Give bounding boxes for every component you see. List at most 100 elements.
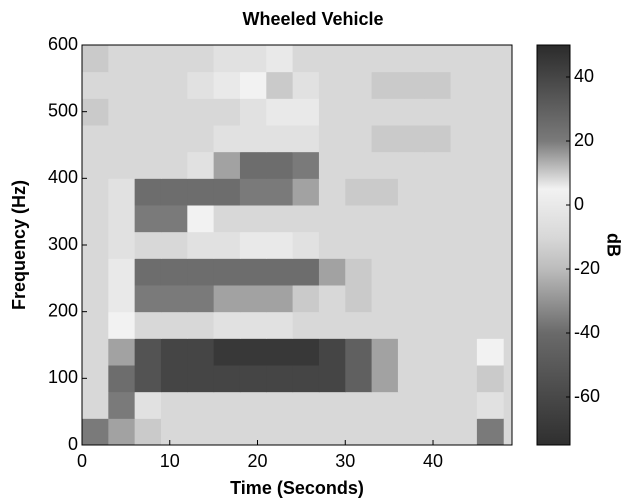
heatmap-cell bbox=[160, 258, 188, 286]
heatmap-cell bbox=[424, 418, 452, 446]
y-tick-label: 400 bbox=[48, 167, 78, 187]
heatmap-cell bbox=[134, 45, 162, 73]
heatmap-cell bbox=[239, 71, 267, 99]
heatmap-cell bbox=[450, 45, 478, 73]
heatmap-cell bbox=[397, 125, 425, 153]
heatmap-cell bbox=[397, 151, 425, 179]
heatmap-cell bbox=[213, 391, 241, 419]
heatmap-cell bbox=[318, 151, 346, 179]
heatmap-cell bbox=[266, 311, 294, 339]
y-tick-label: 300 bbox=[48, 234, 78, 254]
heatmap-cell bbox=[318, 285, 346, 313]
heatmap-cell bbox=[187, 311, 215, 339]
heatmap-cell bbox=[397, 231, 425, 259]
x-axis-label: Time (Seconds) bbox=[230, 478, 364, 498]
heatmap-cell bbox=[371, 338, 399, 366]
heatmap-cell bbox=[108, 365, 136, 393]
heatmap-cell bbox=[108, 231, 136, 259]
heatmap-cell bbox=[108, 45, 136, 73]
heatmap-cell bbox=[160, 418, 188, 446]
heatmap-cell bbox=[371, 285, 399, 313]
heatmap-cell bbox=[213, 285, 241, 313]
heatmap-cell bbox=[82, 338, 109, 366]
y-axis-label: Frequency (Hz) bbox=[9, 180, 29, 310]
y-tick-label: 0 bbox=[68, 434, 78, 454]
heatmap-cell bbox=[266, 125, 294, 153]
y-tick-label: 600 bbox=[48, 34, 78, 54]
heatmap-cell bbox=[424, 231, 452, 259]
heatmap-cell bbox=[424, 45, 452, 73]
heatmap-cell bbox=[213, 205, 241, 233]
heatmap-cell bbox=[213, 71, 241, 99]
heatmap-cell bbox=[476, 231, 504, 259]
heatmap-cell bbox=[213, 418, 241, 446]
heatmap-cell bbox=[292, 45, 320, 73]
heatmap-cell bbox=[476, 71, 504, 99]
heatmap-cell bbox=[450, 365, 478, 393]
heatmap-cell bbox=[108, 98, 136, 126]
heatmap-cell bbox=[424, 365, 452, 393]
heatmap-cell bbox=[345, 45, 373, 73]
heatmap-cell bbox=[134, 205, 162, 233]
heatmap-cell bbox=[292, 285, 320, 313]
heatmap-cell bbox=[424, 125, 452, 153]
heatmap-cell bbox=[397, 285, 425, 313]
heatmap-cell bbox=[371, 178, 399, 206]
heatmap-cell bbox=[160, 205, 188, 233]
heatmap-cell bbox=[213, 151, 241, 179]
heatmap-cell bbox=[134, 338, 162, 366]
heatmap-cell bbox=[345, 71, 373, 99]
y-tick-label: 100 bbox=[48, 367, 78, 387]
heatmap-cell bbox=[292, 338, 320, 366]
heatmap-cell bbox=[424, 338, 452, 366]
heatmap-cell bbox=[371, 258, 399, 286]
heatmap-cell bbox=[82, 258, 109, 286]
heatmap-cell bbox=[318, 205, 346, 233]
heatmap-cell bbox=[397, 365, 425, 393]
heatmap-cell bbox=[318, 391, 346, 419]
heatmap-cell bbox=[424, 258, 452, 286]
heatmap-cell bbox=[397, 418, 425, 446]
heatmap-cell bbox=[450, 205, 478, 233]
heatmap-cell bbox=[345, 151, 373, 179]
heatmap-cell bbox=[397, 311, 425, 339]
heatmap-cell bbox=[108, 151, 136, 179]
heatmap-cell bbox=[82, 418, 109, 446]
heatmap-cell bbox=[239, 205, 267, 233]
heatmap-cell bbox=[134, 418, 162, 446]
heatmap-cell bbox=[213, 258, 241, 286]
heatmap-cell bbox=[450, 98, 478, 126]
heatmap-cell bbox=[239, 391, 267, 419]
heatmap-cell bbox=[450, 285, 478, 313]
heatmap-cell bbox=[318, 231, 346, 259]
heatmap-cell bbox=[292, 418, 320, 446]
heatmap-cell bbox=[108, 285, 136, 313]
heatmap-cell bbox=[213, 98, 241, 126]
heatmap-cell bbox=[266, 151, 294, 179]
heatmap-cell bbox=[160, 338, 188, 366]
heatmap-cell bbox=[134, 231, 162, 259]
heatmap-cell bbox=[187, 151, 215, 179]
heatmap-cell bbox=[239, 365, 267, 393]
heatmap-cell bbox=[450, 311, 478, 339]
heatmap-cell bbox=[397, 45, 425, 73]
heatmap-cell bbox=[318, 311, 346, 339]
heatmap-cell bbox=[292, 311, 320, 339]
heatmap-cell bbox=[371, 125, 399, 153]
y-tick-label: 500 bbox=[48, 100, 78, 120]
heatmap-cell bbox=[397, 391, 425, 419]
colorbar-tick-label: 0 bbox=[574, 194, 584, 214]
heatmap-cell bbox=[187, 418, 215, 446]
heatmap-cell bbox=[292, 365, 320, 393]
heatmap-cell bbox=[187, 285, 215, 313]
heatmap-cell bbox=[266, 338, 294, 366]
heatmap-cell bbox=[318, 71, 346, 99]
heatmap-cell bbox=[187, 125, 215, 153]
heatmap-cell bbox=[213, 231, 241, 259]
heatmap-cell bbox=[266, 365, 294, 393]
heatmap-cell bbox=[476, 151, 504, 179]
heatmap-cell bbox=[213, 365, 241, 393]
heatmap-cell bbox=[213, 338, 241, 366]
heatmap-cell bbox=[476, 258, 504, 286]
